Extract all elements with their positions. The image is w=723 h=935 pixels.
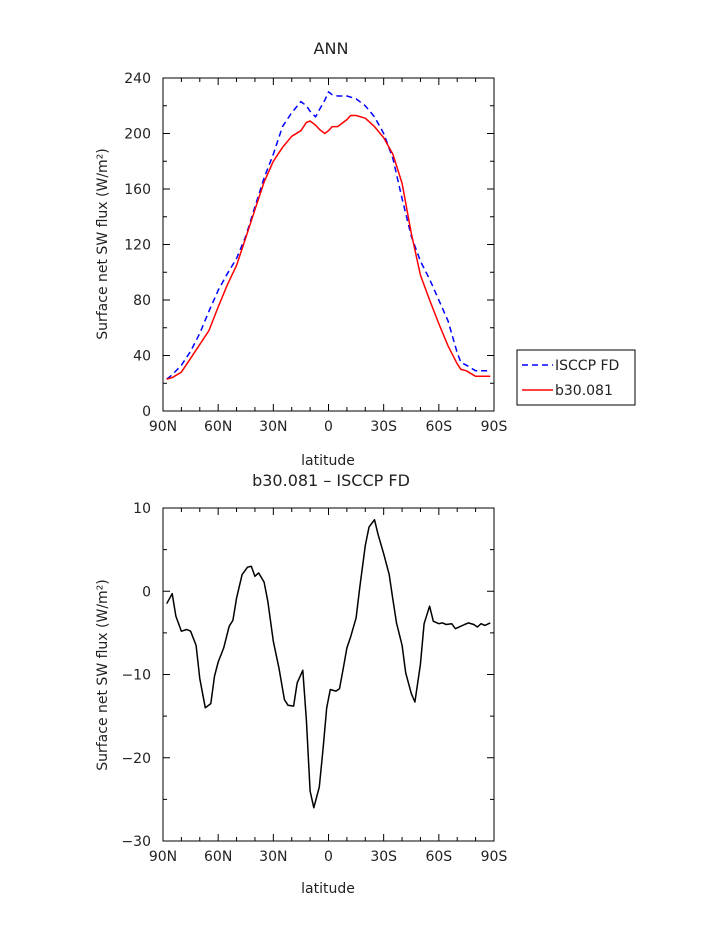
y-tick-label: 80 [133, 293, 151, 309]
x-tick-label: 30S [370, 849, 397, 865]
bottom-plot-frame [162, 507, 495, 842]
y-tick-label: 120 [124, 238, 151, 254]
x-tick-label: 30N [259, 849, 287, 865]
legend-box [516, 349, 636, 406]
x-tick-label: 90N [149, 849, 177, 865]
x-tick-label: 0 [324, 849, 333, 865]
legend-label-b30: b30.081 [555, 383, 613, 399]
x-tick-label: 90N [149, 419, 177, 435]
y-tick-label: −10 [121, 668, 151, 684]
bottom-series-group [166, 518, 491, 809]
x-tick-label: 90S [481, 849, 508, 865]
x-tick-label: 60N [204, 419, 232, 435]
y-tick-label: −30 [121, 834, 151, 850]
bottom-panel: b30.081 – ISCCP FD 90N 60N 30N 0 30S 60S 90S −3… [95, 471, 507, 897]
top-y-axis-label: Surface net SW flux (W/m²) [95, 148, 111, 340]
series-line-difference [166, 518, 491, 809]
bottom-axis-ticks: 90N 60N 30N 0 30S 60S 90S −30 −20 −10 0 10 [121, 501, 507, 865]
top-x-axis-label: latitude [301, 453, 355, 469]
y-tick-label: 40 [133, 349, 151, 365]
x-tick-label: 30S [370, 419, 397, 435]
top-series-group [166, 91, 491, 380]
y-tick-label: 0 [142, 584, 151, 600]
bottom-x-axis-label: latitude [301, 881, 355, 897]
x-tick-label: 30N [259, 419, 287, 435]
top-axis-ticks: 90N 60N 30N 0 30S 60S 90S 0 40 80 120 160 200 240 [124, 71, 507, 435]
x-tick-label: 90S [481, 419, 508, 435]
x-tick-label: 60S [425, 849, 452, 865]
series-line-isccp-fd [166, 91, 491, 380]
y-tick-label: 160 [124, 182, 151, 198]
bottom-y-axis-label: Surface net SW flux (W/m²) [95, 579, 111, 771]
y-tick-label: −20 [121, 751, 151, 767]
x-tick-label: 60S [425, 419, 452, 435]
top-panel: ANN 90N 60N 30N 0 30S 60S 90S 0 40 80 120 160 200 240… [95, 39, 636, 469]
series-line-b30-081 [166, 114, 491, 380]
x-tick-label: 0 [324, 419, 333, 435]
top-chart-title: ANN [314, 39, 349, 58]
y-tick-label: 0 [142, 404, 151, 420]
bottom-chart-title: b30.081 – ISCCP FD [252, 471, 410, 490]
y-tick-label: 200 [124, 127, 151, 143]
y-tick-label: 10 [133, 501, 151, 517]
top-plot-frame [162, 77, 495, 412]
legend-label-isccp: ISCCP FD [555, 358, 619, 374]
x-tick-label: 60N [204, 849, 232, 865]
legend: ISCCP FD b30.081 [516, 349, 636, 406]
y-tick-label: 240 [124, 71, 151, 87]
